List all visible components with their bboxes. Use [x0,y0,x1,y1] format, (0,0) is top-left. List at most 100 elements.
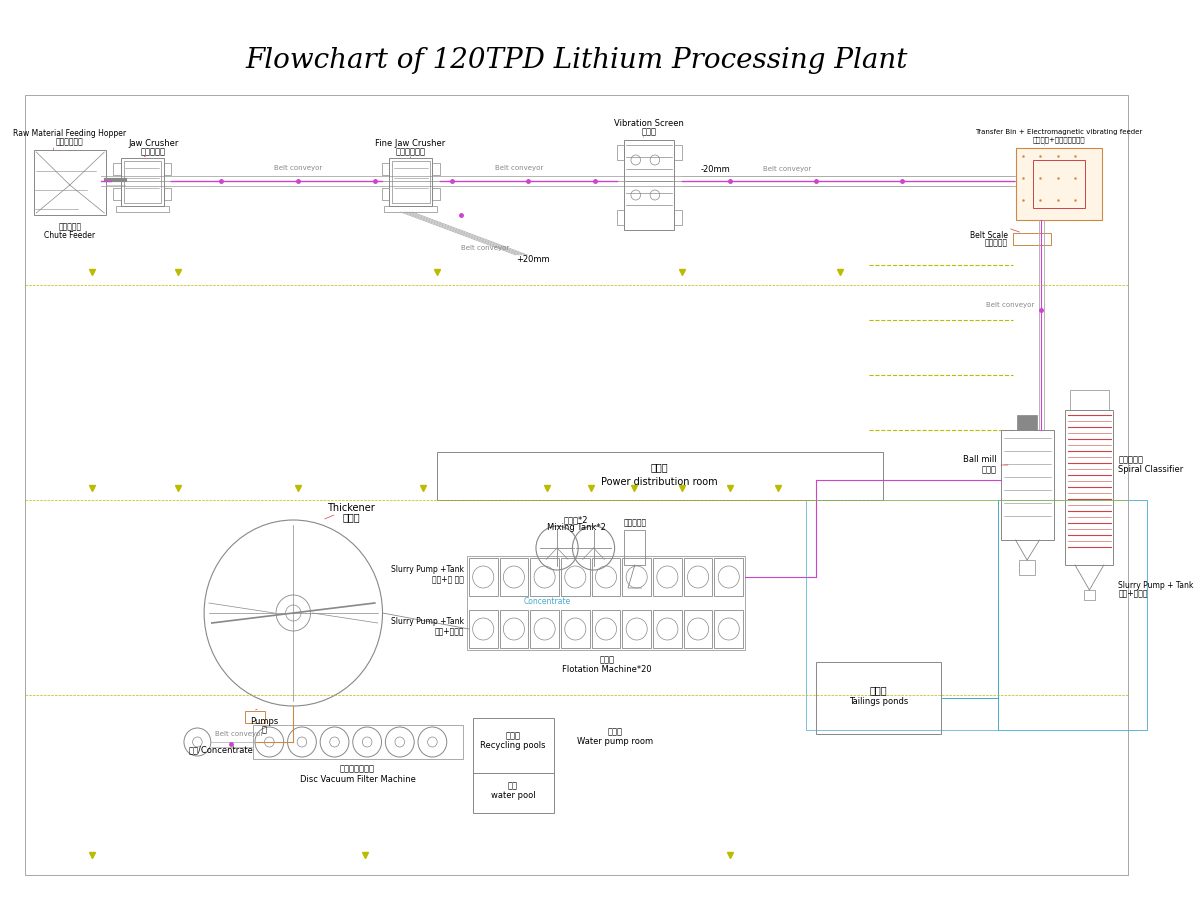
Text: 球磨机: 球磨机 [982,465,996,474]
Text: Power distribution room: Power distribution room [601,477,718,487]
Text: 水泵室: 水泵室 [607,727,622,736]
Text: Slurry Pump +Tank: Slurry Pump +Tank [391,565,464,574]
Text: 皮带称重器: 皮带称重器 [985,238,1008,248]
Text: Flotation Machine*20: Flotation Machine*20 [562,664,652,673]
FancyArrow shape [1018,415,1037,430]
Text: Recycling pools: Recycling pools [480,742,546,751]
Text: Belt conveyor: Belt conveyor [461,245,509,251]
Text: 细颚式破碎机: 细颚式破碎机 [395,148,425,157]
Bar [624,530,646,565]
Bar [382,163,389,175]
Text: 砂泵+矿浆池: 砂泵+矿浆池 [434,626,464,635]
Text: Tailings ponds: Tailings ponds [848,698,908,706]
Text: 配电室: 配电室 [650,462,668,472]
Bar [816,662,941,734]
Bar [1019,560,1034,575]
Text: Flowchart of 120TPD Lithium Processing Plant: Flowchart of 120TPD Lithium Processing P… [245,47,907,74]
Bar [560,610,589,648]
Bar [1033,160,1085,208]
Bar [382,188,389,200]
Bar [499,610,528,648]
Text: 回水池: 回水池 [505,732,521,741]
Text: 砂泵+矿 浆池: 砂泵+矿 浆池 [432,574,464,583]
Text: Jaw Crusher: Jaw Crusher [128,140,179,148]
Text: Spiral Classifier: Spiral Classifier [1118,465,1183,474]
Bar [469,558,498,596]
Bar [592,610,620,648]
Bar [124,161,161,203]
Bar [674,145,682,160]
Bar [592,558,620,596]
Text: 搅拌箱*2: 搅拌箱*2 [564,516,588,525]
Bar [623,558,652,596]
Text: Transfer Bin + Electromagnetic vibrating feeder: Transfer Bin + Electromagnetic vibrating… [976,129,1142,135]
Text: 水力旋流器: 水力旋流器 [623,518,647,527]
Bar [384,206,437,212]
Bar [469,610,498,648]
Text: Belt conveyor: Belt conveyor [985,302,1033,308]
Bar [684,558,713,596]
Text: Ball mill: Ball mill [962,455,996,464]
Text: 砂泵+矿浆池: 砂泵+矿浆池 [1118,589,1147,598]
Text: Belt conveyor: Belt conveyor [763,166,811,172]
Text: Raw Material Feeding Hopper: Raw Material Feeding Hopper [13,130,126,139]
Bar [714,610,743,648]
Bar [437,452,883,500]
Bar [113,188,121,200]
Text: 尾矿池: 尾矿池 [870,685,887,695]
Text: 浓缩机: 浓缩机 [342,512,360,522]
Text: Fine Jaw Crusher: Fine Jaw Crusher [376,140,445,148]
Bar [473,773,554,813]
Text: Slurry Pump +Tank: Slurry Pump +Tank [391,617,464,626]
Text: Slurry Pump + Tank: Slurry Pump + Tank [1118,580,1194,590]
Text: 中转料仓+电磁振动给料机: 中转料仓+电磁振动给料机 [1032,137,1085,143]
Bar [467,556,745,650]
Bar [121,158,164,206]
Text: Chute Feeder: Chute Feeder [44,230,95,239]
Bar [499,558,528,596]
Text: 盘式真空过滤机: 盘式真空过滤机 [340,764,376,773]
Bar [1015,148,1102,220]
Bar [617,145,624,160]
Bar [116,206,169,212]
Bar [392,161,430,203]
Bar [1084,590,1096,600]
Text: 振动筛: 振动筛 [642,128,656,137]
Text: Water pump room: Water pump room [576,737,653,746]
Bar [473,718,554,773]
Bar [35,150,107,215]
Bar [113,163,121,175]
Bar [624,140,674,230]
Bar [432,163,440,175]
Text: 泵: 泵 [262,725,268,734]
Bar [653,610,682,648]
Text: Mixing Tank*2: Mixing Tank*2 [547,524,606,533]
Text: Disc Vacuum Filter Machine: Disc Vacuum Filter Machine [300,775,415,784]
Text: Pumps: Pumps [251,716,278,725]
Bar [617,210,624,225]
Text: Belt conveyor: Belt conveyor [215,731,263,737]
Bar [560,558,589,596]
Bar [623,610,652,648]
Bar [253,725,463,759]
Text: +20mm: +20mm [516,256,550,265]
Text: Vibration Screen: Vibration Screen [614,120,684,129]
Text: -20mm: -20mm [701,165,731,174]
Text: 浮选机: 浮选机 [600,655,614,664]
Bar [806,500,998,730]
Text: Concentrate: Concentrate [524,598,571,607]
Text: Belt Scale: Belt Scale [970,231,1008,240]
Bar [1001,430,1054,540]
Bar [674,210,682,225]
Text: 螺旋分级机: 螺旋分级机 [1118,455,1144,464]
Bar [389,158,432,206]
Text: 槽式给料机: 槽式给料机 [59,222,82,231]
Text: Belt conveyor: Belt conveyor [494,165,542,171]
Bar [245,711,264,723]
Bar [998,500,1147,730]
Text: 鄂式破碎机: 鄂式破碎机 [140,148,166,157]
Text: 原矿进料料仓: 原矿进料料仓 [56,138,84,147]
Bar [432,188,440,200]
Bar [714,558,743,596]
Bar [684,610,713,648]
